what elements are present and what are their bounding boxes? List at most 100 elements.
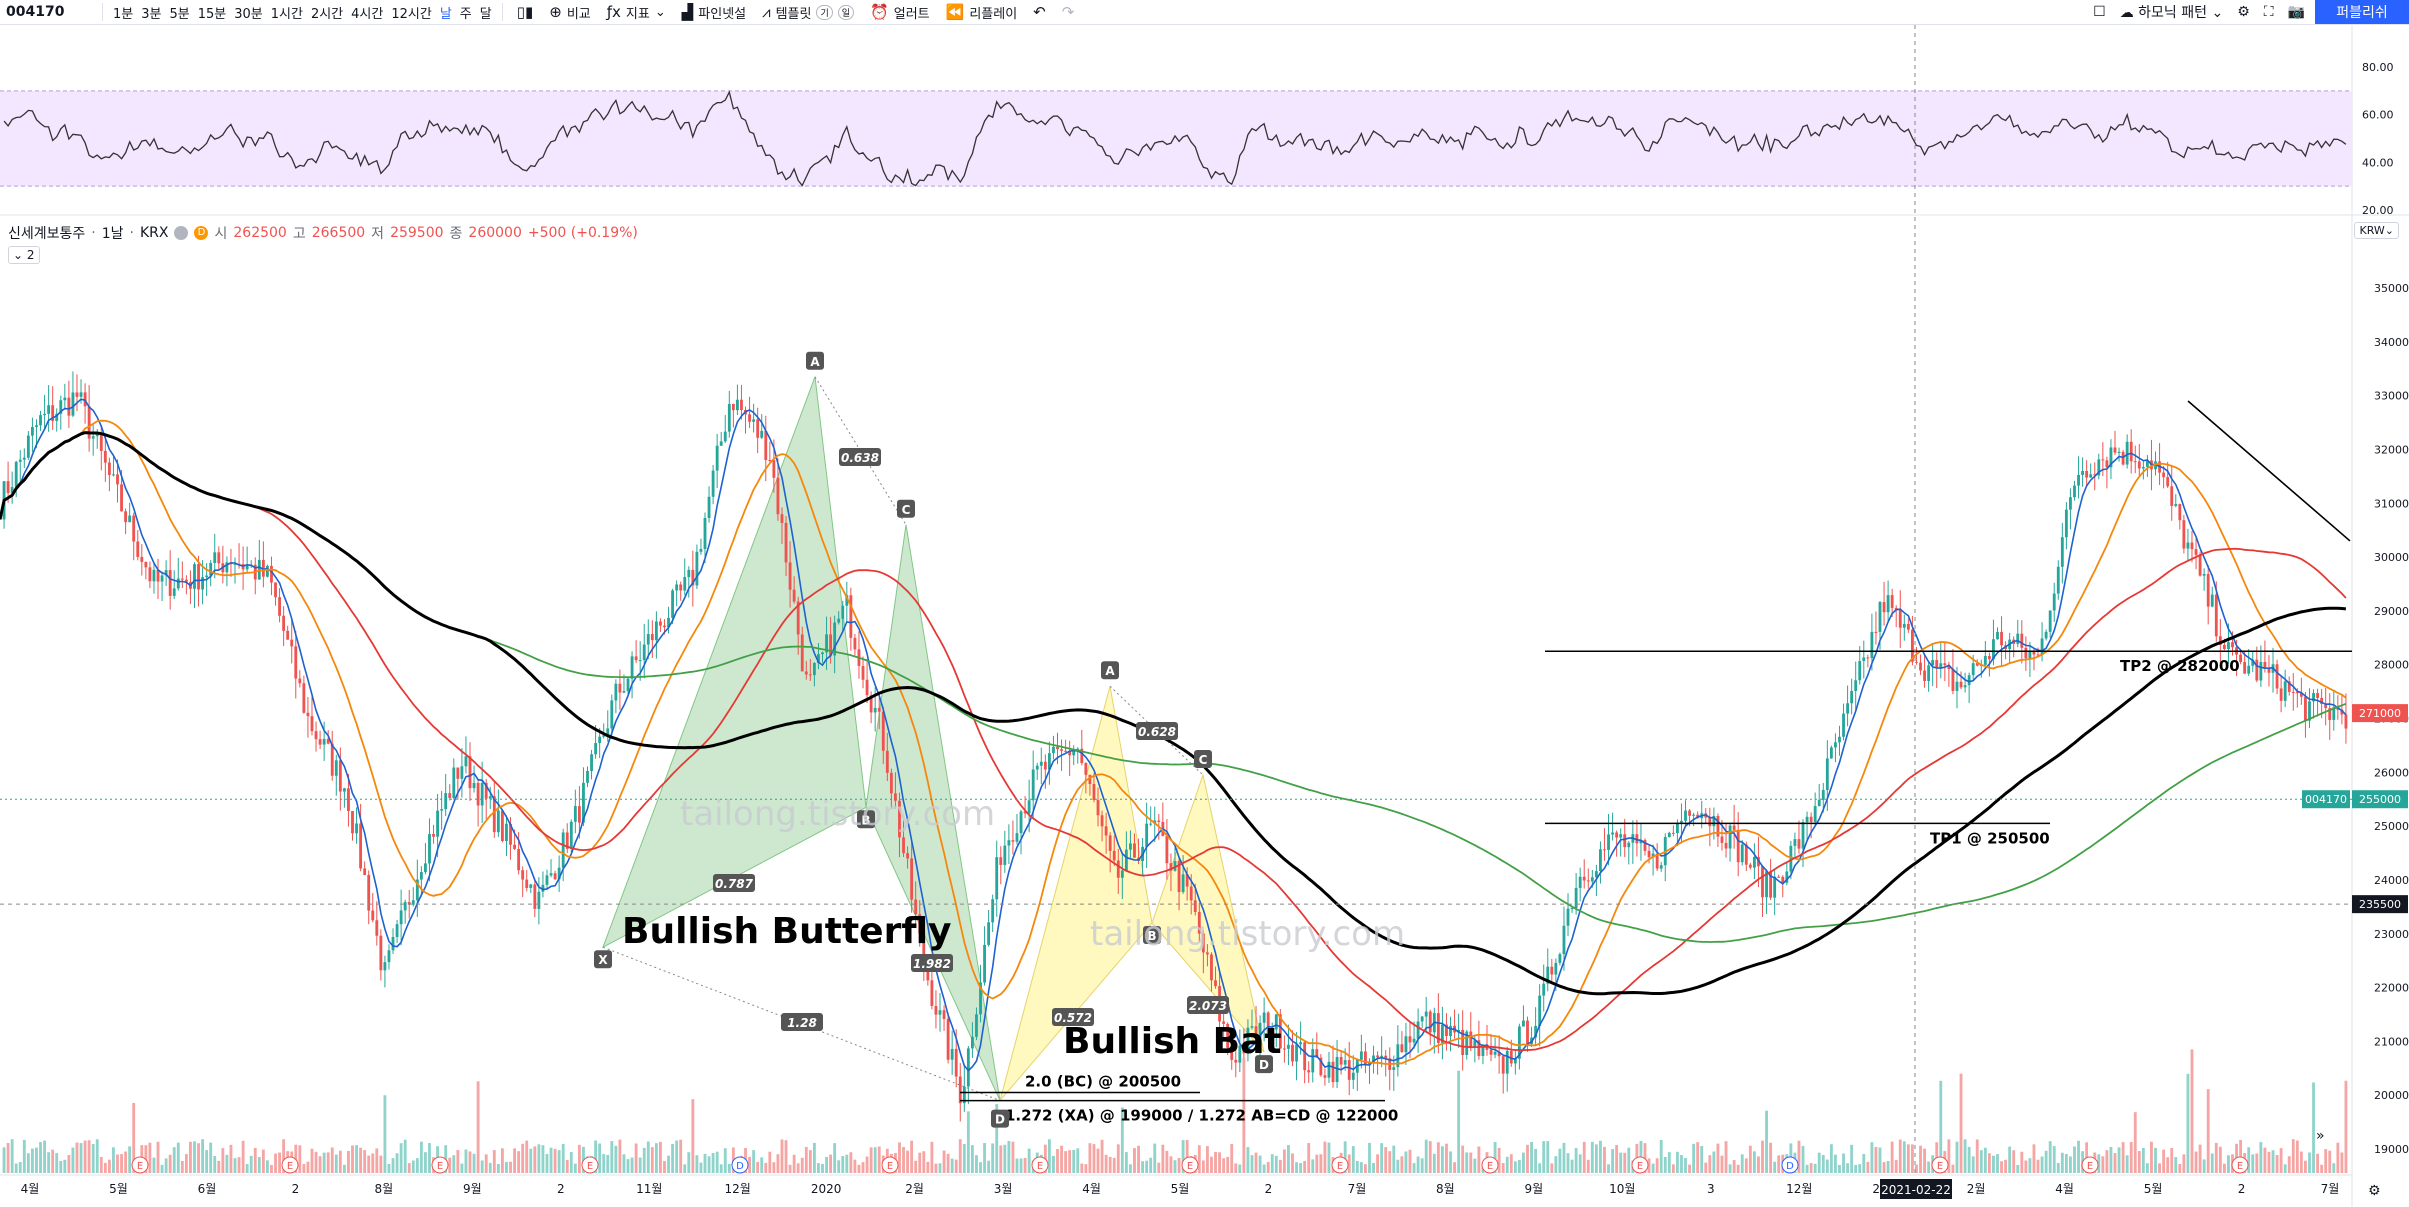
timeframe-3분[interactable]: 3분 [141, 6, 162, 22]
alert-button[interactable]: ⏰ 얼러트 [862, 3, 938, 22]
volume-bar [1137, 1145, 1140, 1173]
timeframe-12시간[interactable]: 12시간 [391, 6, 432, 22]
last-price-tag-bg [2352, 704, 2408, 723]
chart-type-button[interactable]: ▯▮ [509, 3, 542, 21]
volume-bar [1797, 1140, 1801, 1173]
volume-bar [2295, 1140, 2299, 1173]
publish-button[interactable]: 퍼블리쉬 [2315, 0, 2409, 24]
timeframe-1분[interactable]: 1분 [113, 6, 134, 22]
candle-body [1874, 631, 1878, 633]
candle-body [1955, 681, 1959, 691]
volume-bar [197, 1143, 200, 1173]
time-tick-label: 3월 [994, 1182, 1013, 1196]
volume-bar [1461, 1145, 1465, 1173]
volume-bar [2267, 1151, 2271, 1173]
timeframe-날[interactable]: 날 [439, 6, 452, 22]
candle-body [152, 569, 156, 582]
candle-body [1858, 660, 1862, 681]
collapse-indicators-button[interactable]: ⌄ 2 [8, 246, 40, 264]
volume-bar [14, 1163, 18, 1173]
volume-bar [557, 1150, 561, 1173]
volume-bar [529, 1148, 533, 1173]
candle-body [2141, 466, 2145, 469]
time-tick-label: 2월 [905, 1182, 924, 1196]
timeframe-주[interactable]: 주 [459, 6, 472, 22]
candle-body [853, 637, 857, 650]
candle-body [1100, 815, 1104, 827]
butterfly-ratio-xd: 1.28 [787, 1016, 817, 1030]
candle-body [557, 867, 561, 880]
candle-body [788, 562, 792, 590]
compare-button[interactable]: ⊕ 비교 [541, 3, 599, 22]
pine-button[interactable]: ▟ 파인넷설 [674, 3, 754, 22]
volume-bar [1023, 1157, 1027, 1173]
candle-body [278, 597, 281, 616]
volume-bar [2214, 1142, 2218, 1173]
timeframe-달[interactable]: 달 [479, 6, 492, 22]
fullscreen-icon[interactable]: ⛶ [2263, 4, 2274, 20]
candle-body [1347, 1060, 1351, 1080]
volume-bar [6, 1142, 10, 1173]
time-tick-label: 8월 [375, 1182, 394, 1196]
volume-bar [1453, 1162, 1456, 1173]
chart-canvas[interactable]: 80.0060.0040.0020.0035000034000033000032… [0, 25, 2409, 1207]
time-tick-label: 11월 [636, 1182, 662, 1196]
currency-label: KRW [2359, 224, 2385, 237]
butterfly-ratio-ab: 0.638 [841, 451, 879, 465]
volume-bar [1740, 1154, 1744, 1173]
volume-bar [47, 1152, 51, 1173]
candle-body [1971, 663, 1975, 676]
candle-body [1376, 1055, 1380, 1058]
candle-body [1404, 1036, 1408, 1053]
candle-body [367, 874, 371, 911]
replay-button[interactable]: ⏪ 리플레이 [938, 3, 1026, 22]
volume-bar [1955, 1141, 1959, 1173]
candle-body [1728, 825, 1732, 849]
volume-bar [1060, 1145, 1063, 1173]
symbol-search[interactable]: 004170 [6, 4, 65, 20]
legend-change: +500 (+0.19%) [527, 225, 638, 241]
timeframe-2시간[interactable]: 2시간 [310, 6, 344, 22]
legend-open: 262500 [233, 225, 287, 241]
candle-body [2040, 638, 2044, 655]
undo-icon: ↶ [1033, 3, 1046, 21]
candle-body [2287, 681, 2291, 692]
timeframe-15분[interactable]: 15분 [197, 6, 227, 22]
candle-body [894, 793, 897, 801]
harmonic-button[interactable]: ☁ 하모닉 패턴 ⌄ [2120, 2, 2224, 22]
volume-bar [1384, 1147, 1388, 1173]
redo-button[interactable]: ↷ [1054, 3, 1083, 21]
volume-bar [399, 1143, 403, 1173]
volume-bar [2202, 1159, 2206, 1173]
templates-button[interactable]: ⩘ 템플릿 기 일 [754, 3, 862, 22]
candle-body [898, 800, 901, 838]
undo-button[interactable]: ↶ [1025, 3, 1054, 21]
candle-body [172, 588, 176, 596]
volume-bar [1307, 1143, 1311, 1173]
volume-bar [148, 1142, 152, 1173]
volume-bar [1076, 1148, 1080, 1173]
candle-body [2332, 707, 2336, 720]
gear-icon[interactable]: ⚙ [2237, 4, 2250, 20]
candle-body [586, 770, 589, 783]
scroll-right-icon: » [2316, 1128, 2325, 1144]
candle-body [484, 782, 488, 799]
timeframe-4시간[interactable]: 4시간 [351, 6, 384, 22]
volume-bar [2097, 1154, 2101, 1173]
indicators-button[interactable]: ƒx 지표 ⌄ [599, 3, 674, 22]
layout-icon[interactable]: ☐ [2093, 4, 2106, 20]
timeframe-30분[interactable]: 30분 [234, 6, 263, 22]
camera-icon[interactable]: 📷 [2287, 4, 2305, 20]
timeframe-5분[interactable]: 5분 [169, 6, 190, 22]
volume-bar [683, 1164, 687, 1173]
volume-bar [727, 1163, 731, 1173]
currency-selector[interactable]: KRW⌄ [2354, 222, 2399, 239]
volume-bar [517, 1151, 521, 1173]
candle-body [1303, 1042, 1307, 1071]
candle-body [553, 873, 557, 880]
candle-body [156, 569, 160, 582]
candle-body [1963, 685, 1967, 688]
timeframe-1시간[interactable]: 1시간 [270, 6, 303, 22]
volume-bar [1712, 1151, 1716, 1173]
volume-bar [1838, 1164, 1841, 1173]
